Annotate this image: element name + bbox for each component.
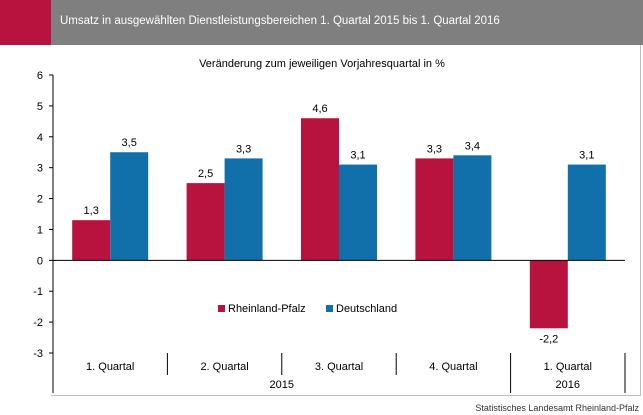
bar-value-label: 3,5 — [122, 137, 137, 149]
bar-value-label: 3,3 — [236, 143, 251, 155]
bar-value-label: 3,1 — [350, 150, 365, 162]
y-tick-label: 5 — [37, 101, 43, 113]
bar — [339, 164, 377, 261]
bar-value-label: 2,5 — [198, 168, 213, 180]
y-tick-label: 0 — [37, 255, 43, 267]
chart-frame — [51, 45, 641, 396]
y-tick-label: -2 — [33, 317, 43, 329]
source-note: Statistisches Landesamt Rheinland-Pfalz — [475, 403, 639, 413]
x-tick-label: 2. Quartal — [200, 361, 248, 373]
bar-value-label: 3,4 — [465, 140, 480, 152]
bar-value-label: 1,3 — [84, 205, 99, 217]
y-tick-label: 6 — [37, 70, 43, 82]
legend-label: Deutschland — [336, 303, 397, 315]
x-tick-label: 3. Quartal — [315, 361, 363, 373]
y-tick-label: -1 — [33, 286, 43, 298]
legend-label: Rheinland-Pfalz — [228, 303, 306, 315]
bar — [567, 164, 606, 261]
bar — [72, 220, 111, 261]
bar — [453, 155, 492, 261]
x-tick-label: 1. Quartal — [86, 361, 134, 373]
bar — [224, 158, 263, 261]
y-tick-label: 3 — [37, 163, 43, 175]
bar — [301, 118, 339, 261]
y-tick-label: -3 — [33, 348, 43, 360]
bar — [110, 152, 149, 261]
y-tick-label: 1 — [37, 224, 43, 236]
x-group-label: 2016 — [556, 379, 580, 391]
x-tick-label: 1. Quartal — [544, 361, 592, 373]
y-tick-label: 2 — [37, 194, 43, 206]
bar-value-label: -2,2 — [539, 333, 558, 345]
legend-swatch — [218, 305, 225, 312]
bar — [529, 260, 568, 329]
bar-value-label: 4,6 — [312, 103, 327, 115]
y-tick-label: 4 — [37, 132, 43, 144]
header-title: Umsatz in ausgewählten Dienstleistungsbe… — [60, 15, 500, 27]
header: Umsatz in ausgewählten Dienstleistungsbe… — [0, 0, 643, 45]
x-group-label: 2015 — [270, 379, 294, 391]
bar — [415, 158, 454, 261]
header-accent-block — [0, 0, 51, 45]
bar-value-label: 3,3 — [427, 143, 442, 155]
legend-swatch — [326, 305, 333, 312]
bar — [186, 183, 225, 261]
chart-title: Veränderung zum jeweiligen Vorjahresquar… — [199, 58, 445, 70]
header-bar — [51, 0, 643, 45]
x-tick-label: 4. Quartal — [429, 361, 477, 373]
bar-value-label: 3,1 — [579, 150, 594, 162]
